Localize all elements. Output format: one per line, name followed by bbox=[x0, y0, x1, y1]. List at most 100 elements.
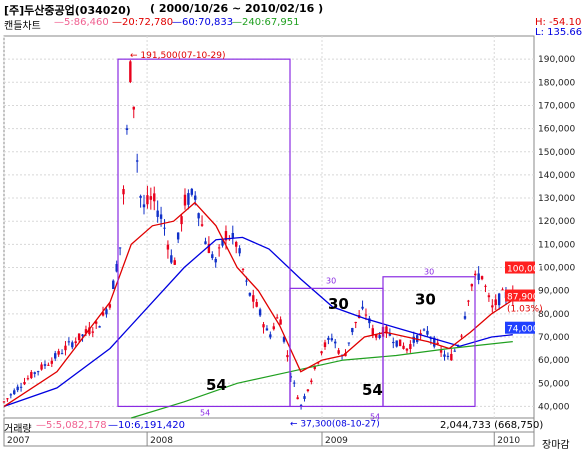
candle-body bbox=[392, 341, 395, 344]
candle-body bbox=[57, 351, 60, 355]
x-tick-label: 2009 bbox=[325, 436, 348, 446]
candle-body bbox=[180, 216, 183, 225]
candle-body bbox=[170, 255, 173, 263]
price-tag-bg bbox=[505, 289, 535, 302]
candle-body bbox=[77, 333, 81, 341]
y-tick-label: 40,000 bbox=[538, 402, 570, 412]
candle-body bbox=[480, 276, 484, 280]
candle-body bbox=[2, 401, 6, 403]
min-price-annotation: ← 37,300(08-10-27) bbox=[290, 420, 380, 430]
candle-body bbox=[497, 293, 501, 306]
candle-body bbox=[330, 338, 334, 341]
candle-body bbox=[344, 353, 347, 357]
candle-body bbox=[23, 381, 26, 385]
vol-ma10: —10:6,191,420 bbox=[108, 420, 185, 431]
candle-body bbox=[265, 328, 269, 331]
price-tag: 87,900 bbox=[507, 293, 539, 303]
candle-body bbox=[388, 333, 392, 336]
candle-body bbox=[501, 289, 504, 291]
candle-body bbox=[491, 305, 494, 308]
y-tick-label: 130,000 bbox=[538, 194, 575, 204]
candle-body bbox=[115, 263, 118, 272]
pct-change: (1.03%) bbox=[507, 305, 543, 315]
candle-body bbox=[98, 326, 101, 328]
y-axis: 190,000 180,000 170,000 160,000 150,000 140,0… bbox=[538, 55, 575, 412]
candle-body bbox=[395, 340, 398, 347]
candle-body bbox=[494, 299, 497, 305]
candle-body bbox=[310, 380, 313, 383]
vol-ma5: —5:5,082,178 bbox=[36, 420, 107, 431]
candle-body bbox=[135, 160, 139, 162]
candle-body bbox=[71, 342, 74, 348]
candle-body bbox=[187, 193, 190, 205]
candle-body bbox=[43, 364, 47, 366]
y-tick-label: 60,000 bbox=[538, 356, 570, 366]
y-tick-label: 50,000 bbox=[538, 379, 570, 389]
ma240-line bbox=[131, 341, 513, 419]
candle-body bbox=[40, 364, 43, 370]
candle-body bbox=[252, 295, 255, 302]
stock-title: [주]두산중공업(034020) bbox=[4, 4, 131, 17]
candle-body bbox=[183, 194, 187, 206]
candle-body bbox=[176, 232, 180, 240]
candle-body bbox=[142, 204, 146, 208]
period-range: ( 2000/10/26 ~ 2010/02/16 ) bbox=[150, 2, 324, 15]
candle-body bbox=[262, 324, 265, 328]
y-tick-label: 120,000 bbox=[538, 217, 575, 227]
x-axis-strip bbox=[3, 431, 535, 447]
candle-body bbox=[467, 300, 470, 302]
small-54-left: 54 bbox=[200, 409, 210, 418]
candle-body bbox=[197, 213, 200, 219]
candle-body bbox=[30, 372, 33, 379]
candle-body bbox=[129, 61, 132, 83]
candle-body bbox=[163, 227, 166, 229]
candle-body bbox=[474, 273, 477, 276]
candle-body bbox=[487, 295, 491, 298]
candle-body bbox=[299, 404, 303, 407]
volume-value: 2,044,733 (668,750) bbox=[440, 420, 544, 431]
candle-body bbox=[112, 280, 115, 290]
candle-body bbox=[422, 329, 426, 331]
price-tag-bg bbox=[505, 321, 535, 334]
candle-body bbox=[94, 321, 98, 324]
count-30-left: 30 bbox=[328, 295, 349, 313]
candle-body bbox=[320, 351, 323, 354]
x-tick-label: 2010 bbox=[497, 436, 520, 446]
candle-body bbox=[214, 258, 217, 263]
candle-body bbox=[347, 342, 351, 344]
candle-body bbox=[378, 335, 381, 338]
price-tag: 100,000 bbox=[507, 265, 544, 275]
candle-body bbox=[81, 334, 84, 336]
candle-body bbox=[296, 397, 299, 400]
candle-body bbox=[6, 398, 9, 400]
pattern-box-54-left bbox=[117, 58, 291, 408]
candle-body bbox=[275, 317, 279, 319]
candle-body bbox=[255, 301, 258, 307]
candle-body bbox=[84, 329, 88, 334]
candle-body bbox=[436, 342, 439, 345]
high-indicator: H: -54.10 bbox=[535, 17, 582, 28]
candle-body bbox=[477, 273, 480, 280]
price-tag: 74,000 bbox=[507, 325, 539, 335]
small-30-left: 30 bbox=[326, 277, 336, 286]
candle-body bbox=[323, 342, 327, 348]
candle-body bbox=[91, 331, 94, 333]
candle-body bbox=[33, 372, 36, 374]
candle-body bbox=[375, 334, 378, 338]
candle-body bbox=[211, 254, 214, 259]
candle-body bbox=[235, 241, 238, 247]
candle-body bbox=[433, 337, 436, 347]
count-54-left: 54 bbox=[206, 376, 227, 394]
candle-body bbox=[460, 335, 463, 337]
y-tick-label: 170,000 bbox=[538, 101, 575, 111]
ma60-legend: —60:70,833 bbox=[172, 17, 234, 28]
small-30-right: 30 bbox=[424, 267, 434, 276]
candle-body bbox=[269, 334, 272, 338]
candle-body bbox=[354, 321, 357, 324]
candle-body bbox=[221, 239, 224, 246]
y-tick-label: 110,000 bbox=[538, 240, 575, 250]
candle-body bbox=[484, 285, 487, 287]
candle-body bbox=[9, 394, 13, 396]
candle-body bbox=[74, 341, 77, 344]
candle-body bbox=[101, 312, 105, 316]
